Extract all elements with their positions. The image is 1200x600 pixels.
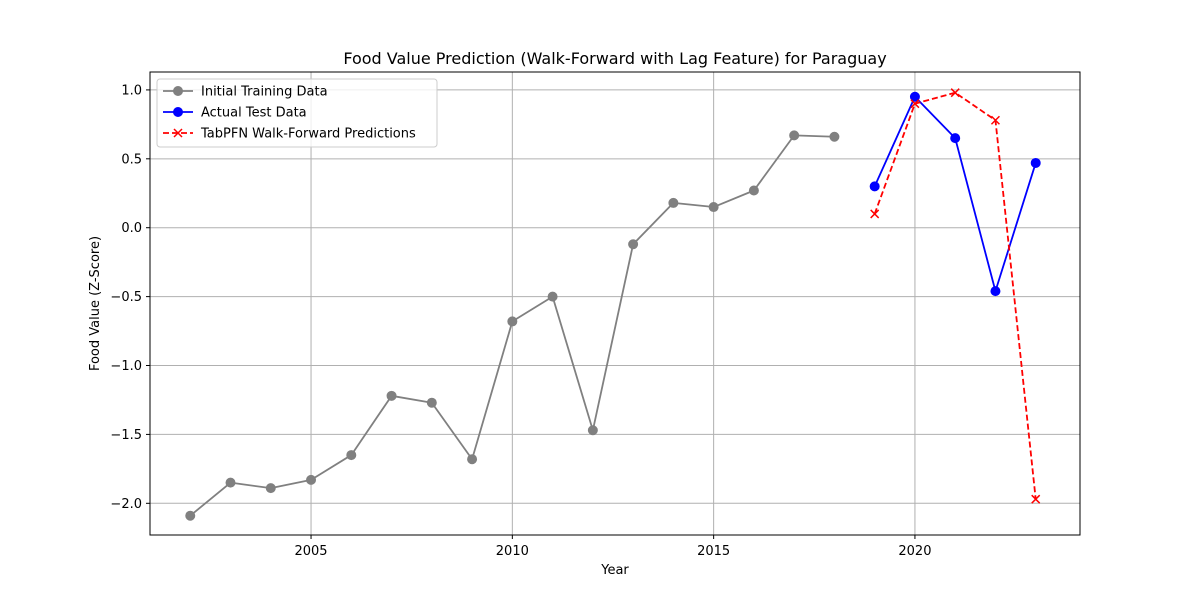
legend-label: Actual Test Data [201,106,307,121]
data-point [748,185,759,196]
data-point [950,88,960,98]
x-axis-title: Year [600,563,629,578]
series-actual-test-data [869,91,1041,297]
legend-marker [173,86,183,96]
y-tick-label: −0.5 [110,290,142,305]
legend-label: Initial Training Data [201,85,328,100]
data-point [467,454,478,465]
legend-entry: Initial Training Data [163,85,328,100]
x-tick-label: 2020 [898,544,931,559]
data-point [225,477,236,488]
y-tick-label: 0.5 [121,152,142,167]
y-tick-label: 1.0 [121,83,142,98]
data-point [547,291,558,302]
legend-box [156,78,438,148]
y-tick-label: −1.5 [110,428,142,443]
data-point [185,510,196,521]
series-layer [185,88,1041,521]
data-point [990,286,1001,297]
data-point [990,115,1000,125]
data-point [426,397,437,408]
y-tick-label: −1.0 [110,359,142,374]
chart-title: Food Value Prediction (Walk-Forward with… [343,49,886,68]
data-point [628,239,639,250]
legend-entry: TabPFN Walk-Forward Predictions [163,127,416,142]
data-point [507,316,518,327]
y-tick-label: 0.0 [121,221,142,236]
y-tick-label: −2.0 [110,497,142,512]
data-point [265,483,276,494]
data-point [789,130,800,141]
data-point [306,474,317,485]
legend-marker [173,107,183,117]
data-point [909,91,920,102]
series-tabpfn-walk-forward-predictions [870,88,1041,504]
data-point [910,99,920,109]
x-tick-label: 2015 [697,544,730,559]
data-point [950,133,961,144]
data-point [587,425,598,436]
x-tick-label: 2005 [294,544,327,559]
ticks: 2005 2010 2015 2020 1.0 0.5 0.0 −0.5 −1.0 −1.5 −2.… [110,83,931,559]
data-point [386,390,397,401]
legend-entry: Actual Test Data [163,106,307,121]
data-point [346,450,357,461]
y-axis-title: Food Value (Z-Score) [88,236,103,371]
legend: Initial Training Data Actual Test Data Tab… [156,78,438,148]
plot-area-frame [149,71,1081,536]
legend-label: TabPFN Walk-Forward Predictions [200,127,416,142]
series-line [873,95,1037,292]
data-point [829,131,840,142]
data-point [869,181,880,192]
data-point [1031,494,1041,504]
data-point [708,202,719,213]
legend-marker [173,128,183,138]
series-line [873,91,1037,500]
data-point [1030,157,1041,168]
series-initial-training-data [185,130,840,521]
data-point [870,209,880,219]
x-tick-label: 2010 [496,544,529,559]
data-point [668,197,679,208]
